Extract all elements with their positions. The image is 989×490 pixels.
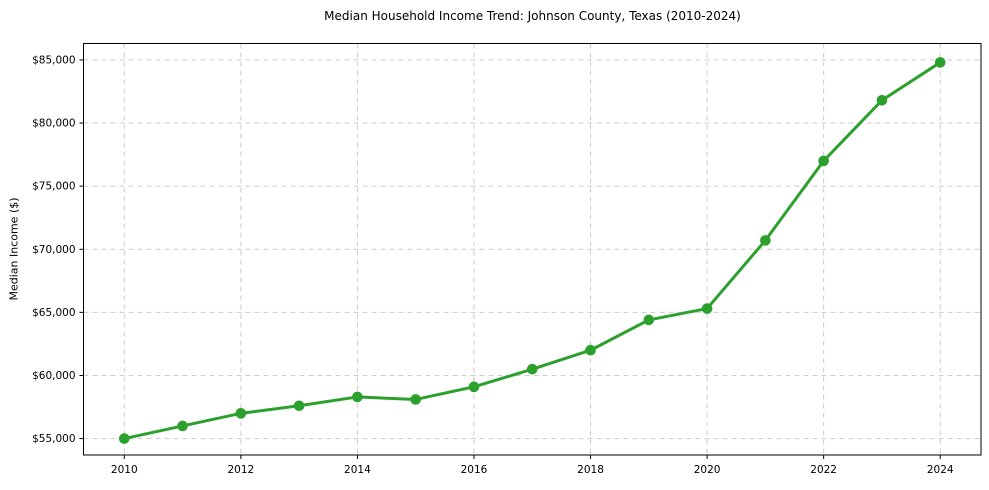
data-point-2013 <box>293 400 305 412</box>
data-point-2016 <box>468 381 480 393</box>
data-point-2018 <box>585 344 596 356</box>
data-point-2024 <box>934 57 946 68</box>
data-point-2014 <box>352 391 363 403</box>
data-point-2020 <box>701 303 713 314</box>
data-point-2023 <box>876 95 888 106</box>
y-tick-label: $55,000 <box>32 433 75 445</box>
y-tick-label: $85,000 <box>32 54 75 66</box>
x-tick-label: 2022 <box>810 464 837 476</box>
y-axis-label: Median Income ($) <box>7 197 21 301</box>
y-tick-label: $70,000 <box>32 244 75 256</box>
x-tick-label: 2010 <box>111 464 138 476</box>
data-point-2022 <box>818 155 829 167</box>
data-point-2019 <box>643 314 655 326</box>
x-tick-label: 2012 <box>227 464 254 476</box>
x-tick-label: 2020 <box>694 464 721 476</box>
y-tick-label: $60,000 <box>32 370 75 382</box>
data-point-2012 <box>235 408 247 419</box>
chart-title: Median Household Income Trend: Johnson C… <box>324 9 741 23</box>
data-point-2015 <box>410 394 421 405</box>
data-point-2021 <box>760 235 771 246</box>
y-tick-label: $75,000 <box>32 181 75 193</box>
x-tick-label: 2014 <box>344 464 371 476</box>
x-tick-label: 2016 <box>461 464 488 476</box>
income-trend-line <box>122 60 942 441</box>
data-point-2011 <box>177 420 188 432</box>
plot-frame <box>83 43 982 456</box>
x-tick-label: 2018 <box>577 464 604 476</box>
y-tick-label: $65,000 <box>32 307 75 319</box>
data-point-2010 <box>118 433 130 444</box>
data-point-2017 <box>526 363 538 375</box>
y-tick-label: $80,000 <box>32 118 75 130</box>
x-tick-label: 2024 <box>927 464 954 476</box>
